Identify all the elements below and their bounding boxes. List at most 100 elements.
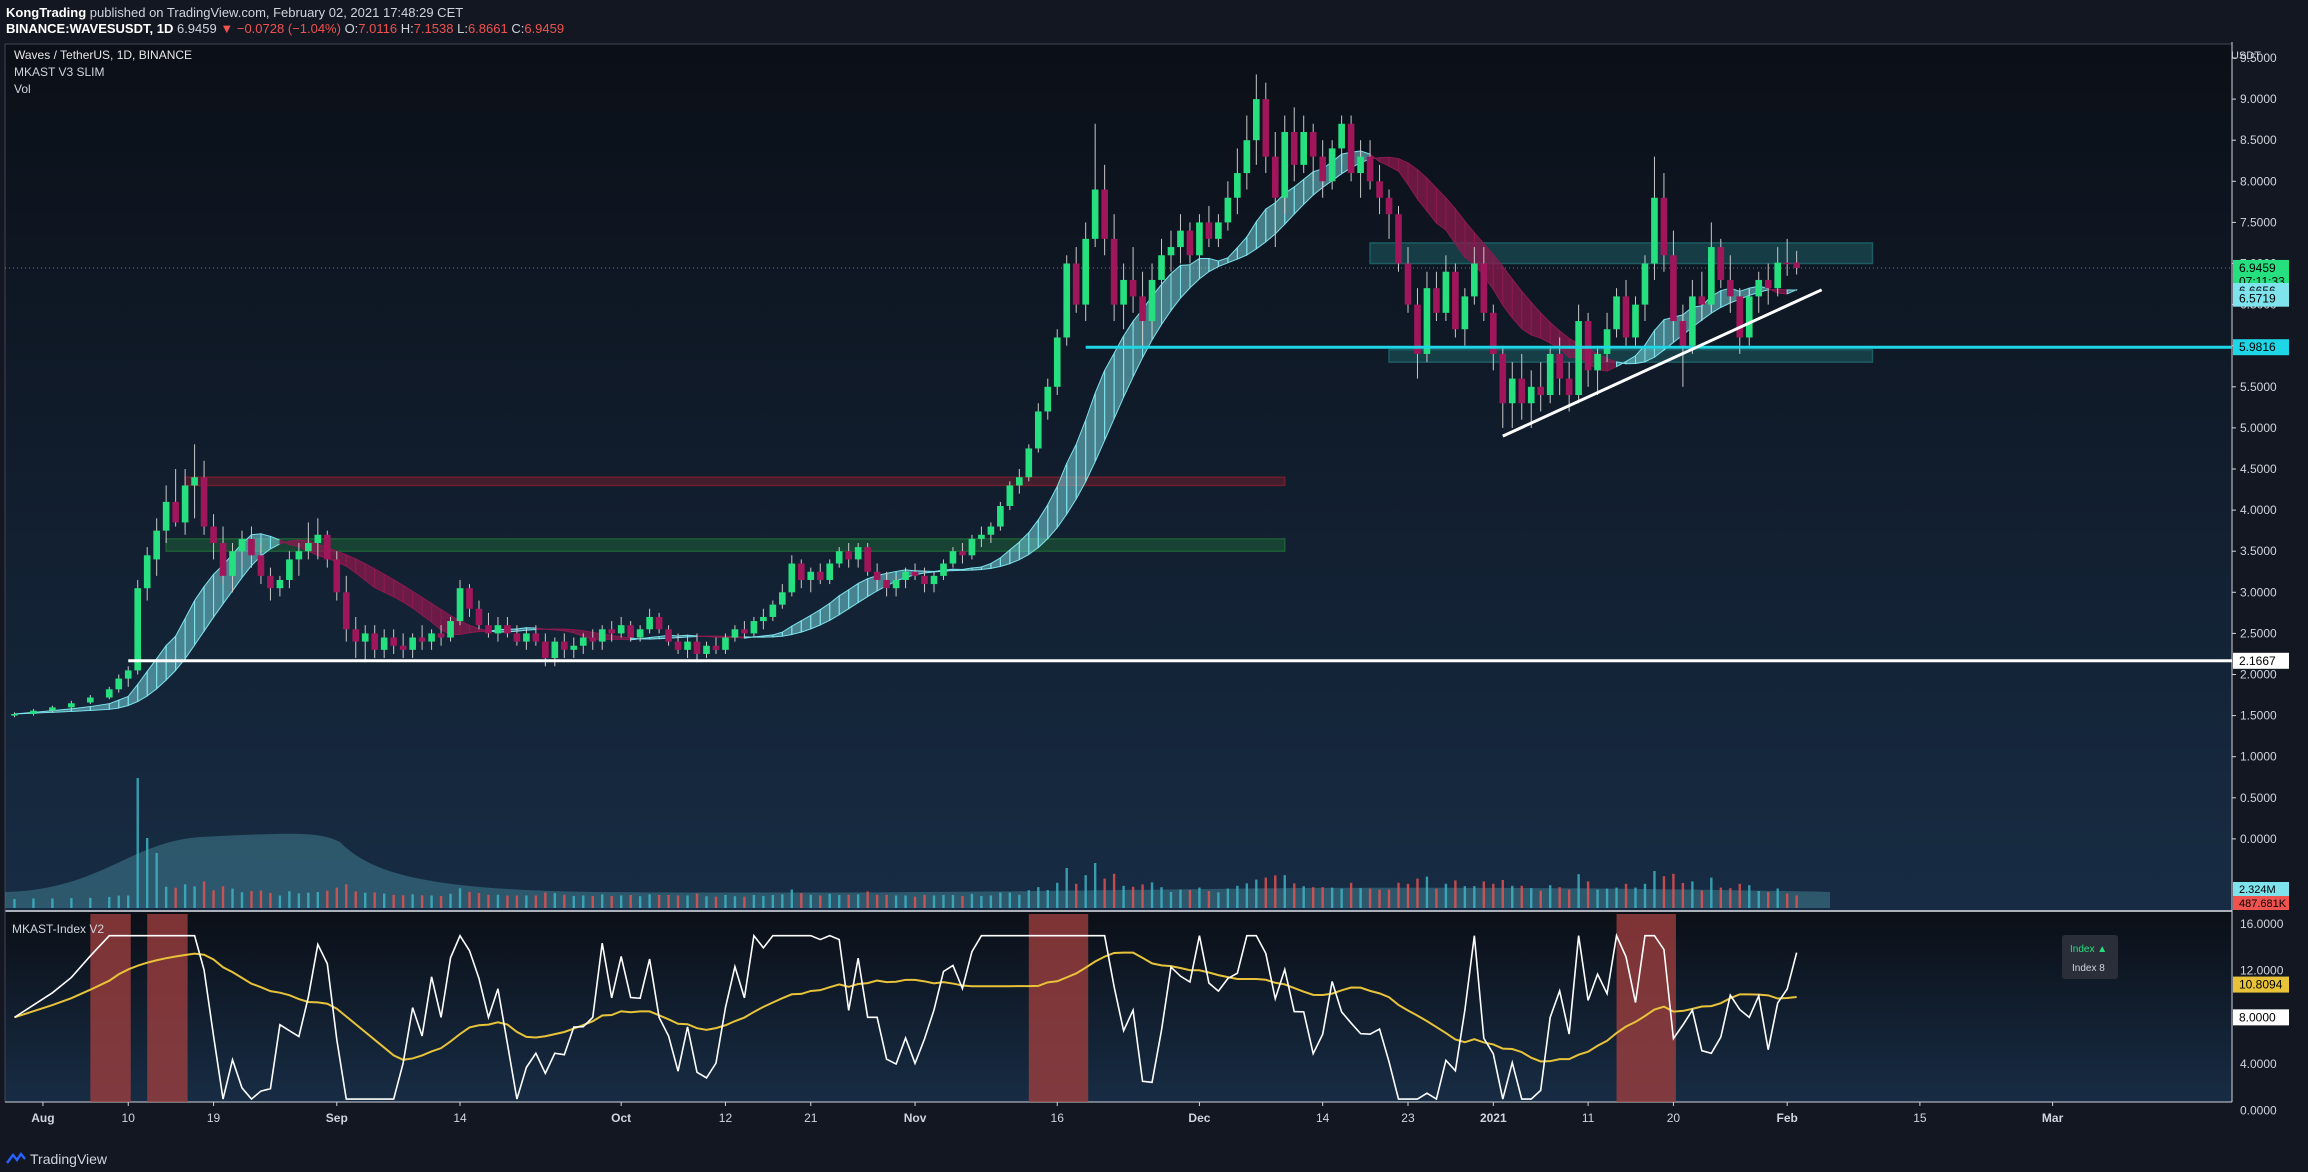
volume-bar-92 [932, 895, 936, 908]
volume-bar-109 [1093, 863, 1097, 908]
levels[interactable] [128, 288, 2232, 663]
volume-bar-110 [1103, 878, 1106, 908]
price-tick-16: 1.5000 [2240, 709, 2277, 723]
volume-bar-20 [250, 891, 253, 908]
price-tick-15: 2.0000 [2240, 668, 2277, 682]
candle-132 [1309, 131, 1317, 157]
candle-10 [153, 530, 160, 560]
candle-50 [532, 633, 540, 642]
candle-175 [1717, 247, 1725, 280]
candle-140 [1385, 197, 1393, 215]
candle-19 [238, 538, 246, 552]
candle-138 [1366, 156, 1374, 182]
candle-74 [760, 616, 767, 622]
index-ma-line [14, 951, 1797, 1063]
candle-55 [579, 637, 587, 646]
candle-96 [968, 538, 976, 556]
candle-127 [1262, 99, 1270, 157]
publish-line: KongTrading published on TradingView.com… [6, 5, 463, 20]
candle-178 [1745, 296, 1753, 338]
volume-bar-22 [269, 892, 272, 908]
candle-119 [1186, 230, 1194, 256]
volume-bar-35 [392, 894, 395, 908]
volume-bar-76 [781, 894, 784, 908]
indicator-legend-1[interactable]: MKAST V3 SLIM [14, 65, 104, 79]
volume-bar-32 [364, 892, 367, 908]
volume-bar-181 [1776, 888, 1779, 908]
tradingview-brand[interactable]: TradingView [30, 1151, 108, 1167]
publisher-name[interactable]: KongTrading [6, 5, 87, 20]
candle-56 [589, 637, 597, 642]
candle-114 [1139, 296, 1146, 322]
index-label-0: 10.8094 [2239, 978, 2283, 992]
candle-182 [1783, 262, 1791, 265]
ribbon-seg-69 [705, 635, 717, 638]
volume-bar-130 [1293, 883, 1296, 908]
candle-8 [134, 588, 142, 671]
volume-bar-81 [828, 893, 831, 908]
candle-97 [978, 534, 985, 539]
candle-51 [542, 641, 549, 659]
volume-bar-155 [1530, 888, 1533, 908]
candle-41 [447, 621, 454, 638]
volume-bar-94 [951, 895, 955, 908]
candle-30 [342, 592, 350, 630]
volume-bar-60 [629, 895, 632, 908]
candle-154 [1518, 378, 1526, 404]
volume-bar-58 [610, 896, 613, 908]
volume-bar-144 [1425, 876, 1429, 908]
pair-legend[interactable]: Waves / TetherUS, 1D, BINANCE [14, 48, 192, 62]
volume-bar-157 [1548, 885, 1552, 908]
volume-bar-115 [1150, 882, 1154, 908]
volume-bar-168 [1653, 871, 1656, 908]
volume-bar-108 [1084, 875, 1087, 908]
volume-bar-14 [193, 886, 196, 908]
candle-162 [1594, 353, 1601, 371]
candle-3 [68, 703, 75, 708]
candle-26 [305, 542, 312, 552]
candle-32 [361, 633, 369, 642]
time-tick-6: 12 [719, 1111, 733, 1125]
time-tick-2: 19 [207, 1111, 221, 1125]
volume-bar-112 [1122, 885, 1125, 908]
index-label-box-0 [2233, 976, 2289, 993]
volume-bar-45 [487, 894, 490, 908]
volume-bar-23 [278, 895, 282, 908]
candle-47 [504, 625, 511, 634]
index-pane-title[interactable]: MKAST-Index V2 [12, 922, 104, 936]
volume-bar-46 [496, 894, 500, 908]
candle-89 [902, 571, 909, 580]
volume-bar-97 [980, 896, 983, 908]
header-bar: KongTrading published on TradingView.com… [0, 0, 2308, 42]
volume-bar-90 [913, 896, 917, 908]
candle-42 [456, 588, 464, 622]
volume-bar-80 [819, 895, 822, 908]
change-value: −0.0728 (−1.04%) [236, 21, 341, 36]
ribbon-seg-183 [1786, 288, 1798, 295]
volume-bar-29 [335, 887, 338, 908]
chart-canvas[interactable]: 9.50009.00008.50008.00007.50007.00006.50… [0, 42, 2308, 1142]
time-tick-4: 14 [453, 1111, 467, 1125]
candle-174 [1708, 247, 1715, 305]
indicator-legend-2[interactable]: Vol [14, 82, 31, 96]
candle-9 [143, 555, 151, 589]
volume-bar-164 [1615, 887, 1618, 908]
candle-137 [1357, 156, 1364, 174]
candle-31 [352, 629, 360, 642]
volume-bar-128 [1274, 875, 1277, 908]
volume-bar-120 [1198, 887, 1201, 908]
volume-bar-159 [1567, 889, 1571, 908]
candle-181 [1774, 262, 1782, 289]
zone-1 [165, 538, 1286, 552]
volume-bar-47 [506, 895, 509, 908]
candle-102 [1025, 448, 1033, 478]
price-tick-11: 4.0000 [2240, 503, 2277, 517]
volume-bar-121 [1207, 891, 1211, 908]
candle-76 [779, 592, 786, 605]
index-zone-0 [90, 914, 131, 1102]
volume-bar-142 [1406, 883, 1410, 908]
price-tick-17: 1.0000 [2240, 750, 2277, 764]
candle-146 [1442, 271, 1450, 313]
trendline [1502, 288, 1823, 438]
candle-80 [816, 571, 824, 580]
